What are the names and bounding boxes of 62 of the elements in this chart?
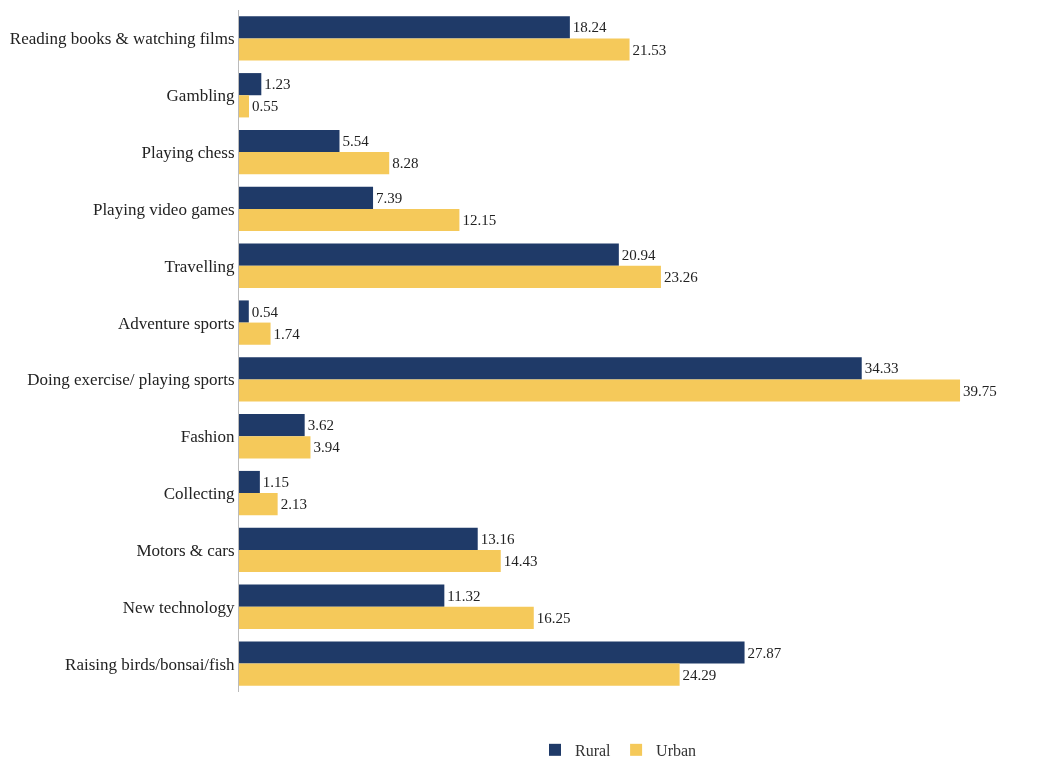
bar [239,584,445,607]
data-label: 1.74 [273,325,301,342]
y-tick-label: Playing chess [141,143,235,163]
data-label: 1.15 [262,474,290,490]
bar [239,300,249,323]
data-label: 0.55 [251,98,279,115]
data-label: 7.39 [376,189,403,206]
data-label: 0.54 [251,303,279,320]
data-label: 5.54 [342,133,370,149]
bar [239,129,340,153]
y-tick-label: Reading books & watching films [9,29,235,49]
y-tick-label: Doing exercise/ playing sports [27,370,235,390]
data-label: 3.94 [313,439,341,456]
bar [239,243,619,266]
data-label: 16.25 [536,609,571,626]
data-label: 1.23 [264,76,291,93]
y-tick-label: Adventure sports [117,313,235,333]
y-tick-label: Motors & cars [136,540,235,560]
bar [239,606,534,629]
y-tick-label: New technology [122,597,236,617]
bar [239,663,680,686]
bar [239,16,570,39]
bar [239,641,745,664]
data-label: 13.16 [480,530,515,547]
bar [239,73,262,96]
data-label: 8.28 [392,155,419,172]
bar [239,549,501,573]
data-label: 18.24 [572,19,608,36]
bar [239,470,260,494]
bar [239,357,862,380]
y-tick-label: Collecting [163,484,236,504]
data-label: 23.26 [663,268,699,285]
data-label: 14.43 [503,553,538,569]
bar [239,493,278,516]
data-label: 34.33 [864,360,899,377]
bar [239,208,460,232]
bar [239,152,390,175]
data-label: 2.13 [280,496,307,513]
bar [239,436,311,459]
data-label: 39.75 [963,382,997,399]
bar [239,95,249,118]
y-tick-label: Playing video games [92,199,235,219]
data-label: 20.94 [621,246,657,263]
bar [239,38,630,61]
data-label: 3.62 [307,417,334,434]
data-label: 11.32 [447,587,481,604]
data-label: 27.87 [747,644,782,661]
data-label: 24.29 [682,666,717,683]
bar [239,186,374,209]
bar [239,265,661,288]
legend-label: Rural [575,742,612,760]
bar [239,322,271,345]
bar [239,527,478,550]
bar [239,379,961,402]
data-label: 12.15 [462,212,497,228]
data-label: 21.53 [632,41,667,58]
legend-label: Urban [656,742,697,760]
bar [239,414,305,437]
y-tick-label: Fashion [180,427,236,447]
y-tick-label: Gambling [166,86,236,106]
y-tick-label: Travelling [164,256,236,276]
y-tick-label: Raising birds/bonsai/fish [65,654,236,674]
